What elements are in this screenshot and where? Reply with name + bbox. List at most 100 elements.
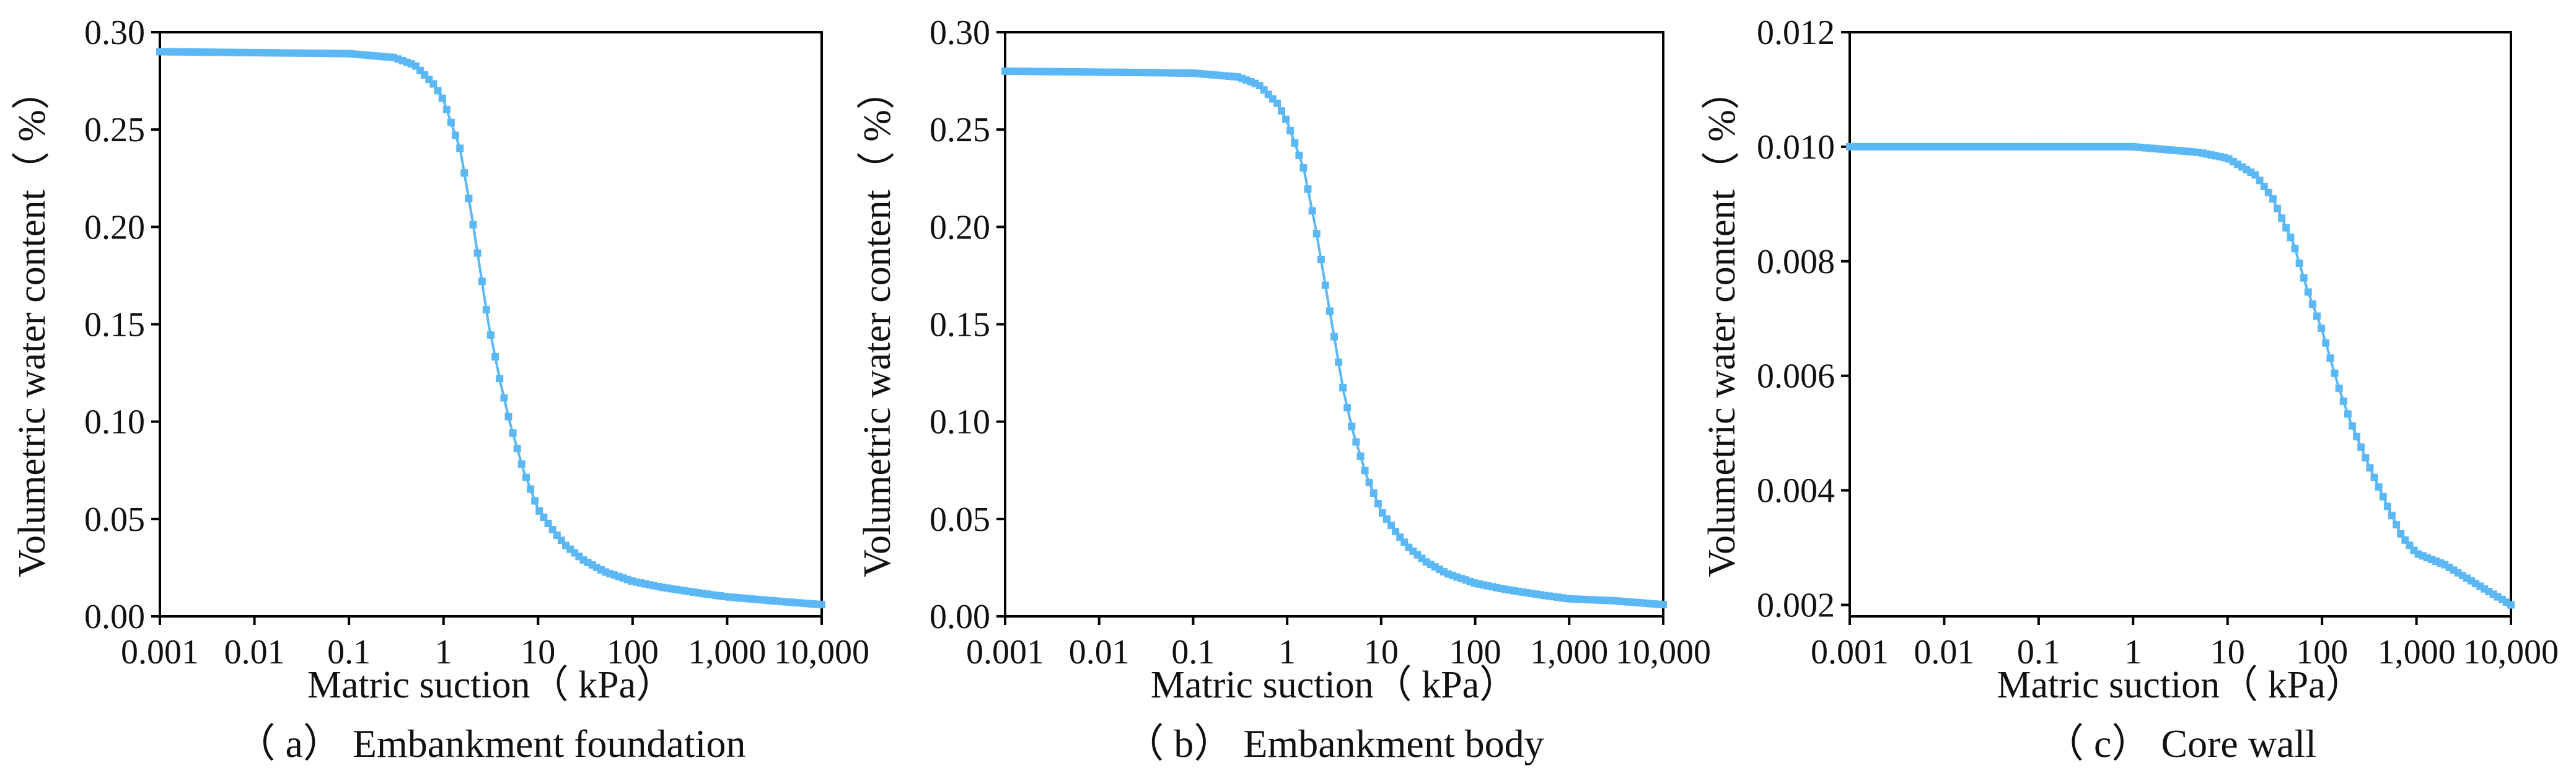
data-point-marker <box>469 221 477 229</box>
data-point-marker <box>1348 422 1356 431</box>
data-point-marker <box>513 445 521 453</box>
data-point-marker <box>2370 473 2378 481</box>
panel-core-wall: 0.001 0.01 0.1 1 10 100 1,000 10,000 0.002 0.004 0… <box>1701 14 2559 766</box>
data-point-marker <box>1361 466 1369 474</box>
data-point-marker <box>2300 274 2308 282</box>
data-point-marker <box>1317 256 1325 263</box>
series-line <box>1850 145 2512 606</box>
data-point-marker <box>1291 139 1299 147</box>
data-point-marker <box>2375 483 2383 491</box>
y-tick-label: 0.15 <box>930 306 990 344</box>
data-point-marker <box>1304 185 1312 193</box>
y-axis-title: Volumetric water content（ %） <box>856 71 899 577</box>
y-tick-label: 0.15 <box>84 306 145 344</box>
x-tick-label: 0.01 <box>1914 633 1974 671</box>
y-tick-label: 0.00 <box>84 598 145 636</box>
data-point-marker <box>1374 500 1382 508</box>
y-axis-title: Volumetric water content（ %） <box>1701 71 1743 577</box>
data-point-marker <box>818 601 825 609</box>
data-point-marker <box>478 278 486 286</box>
data-point-marker <box>2278 214 2286 222</box>
plot-frame <box>1004 31 1664 618</box>
y-tick-label: 0.10 <box>84 403 145 442</box>
panel-caption: （ c） Core wall <box>2044 722 2316 766</box>
x-axis-title: Matric suction（ kPa） <box>307 664 674 706</box>
series-line <box>159 50 822 606</box>
data-point-marker <box>2362 454 2370 462</box>
data-point-marker <box>2383 502 2391 510</box>
x-tick-label: 100 <box>2296 633 2348 671</box>
plot-frame <box>1848 31 2512 618</box>
y-tick-label: 0.25 <box>84 111 145 149</box>
data-point-marker <box>500 394 508 402</box>
x-tick-label: 1 <box>1278 633 1296 671</box>
data-point-marker <box>544 520 552 527</box>
data-point-marker <box>1325 307 1334 315</box>
data-point-marker <box>1352 438 1360 446</box>
data-point-marker <box>1659 601 1667 609</box>
data-point-marker <box>1392 528 1400 536</box>
data-point-marker <box>2397 530 2405 538</box>
x-tick-label: 10 <box>1364 633 1399 671</box>
data-point-marker <box>487 331 495 339</box>
data-point-marker <box>540 514 548 521</box>
y-tick-label: 0.00 <box>930 598 990 636</box>
data-point-marker <box>496 375 504 383</box>
x-axis-title: Matric suction（ kPa） <box>1151 664 1518 706</box>
y-axis-title: Volumetric water content（ %） <box>11 71 53 577</box>
data-point-marker <box>482 306 490 314</box>
y-tick-label: 0.30 <box>930 14 990 52</box>
data-point-marker <box>522 473 530 481</box>
data-point-marker <box>2322 339 2330 347</box>
data-point-marker <box>2291 245 2299 253</box>
x-tick-label: 1,000 <box>688 633 766 671</box>
data-point-marker <box>438 94 446 102</box>
x-tick-label: 0.001 <box>1811 633 1889 671</box>
x-tick-label: 10 <box>521 633 555 671</box>
y-tick-label: 0.012 <box>1757 14 1835 52</box>
y-tick-label: 0.05 <box>930 500 990 539</box>
data-point-marker <box>2304 288 2312 296</box>
panel-caption: （ a） Embankment foundation <box>236 722 746 766</box>
plot-frame <box>159 31 823 618</box>
y-tick-label: 0.006 <box>1757 357 1835 396</box>
data-point-marker <box>491 353 499 361</box>
data-point-marker <box>442 105 451 113</box>
data-point-marker <box>1343 404 1352 412</box>
x-tick-label: 10,000 <box>774 633 869 671</box>
data-point-marker <box>1286 126 1295 134</box>
y-tick-label: 0.20 <box>84 208 145 247</box>
data-point-marker <box>2357 443 2365 451</box>
data-point-marker <box>517 460 525 468</box>
x-tick-label: 0.001 <box>121 633 199 671</box>
x-tick-label: 0.01 <box>224 633 285 671</box>
data-point-marker <box>2348 422 2356 430</box>
data-point-marker <box>429 80 437 88</box>
data-point-marker <box>1312 230 1321 238</box>
y-tick-label: 0.10 <box>930 403 990 442</box>
data-point-marker <box>504 413 512 421</box>
panel-caption: （ b） Embankment body <box>1124 722 1544 766</box>
data-point-marker <box>1330 333 1338 341</box>
data-point-marker <box>2256 177 2264 185</box>
x-tick-label: 1 <box>2124 633 2142 671</box>
data-point-marker <box>1378 509 1386 517</box>
data-point-marker <box>2326 354 2334 362</box>
data-point-marker <box>447 118 455 126</box>
data-point-marker <box>2379 492 2387 500</box>
data-point-marker <box>1321 281 1329 289</box>
data-point-marker <box>2344 410 2352 418</box>
y-tick-label: 0.05 <box>84 500 145 539</box>
data-point-marker <box>1335 358 1343 366</box>
data-point-marker <box>1365 479 1373 486</box>
data-point-marker <box>473 249 481 257</box>
data-point-marker <box>1299 164 1308 172</box>
data-point-marker <box>531 497 539 505</box>
y-tick-label: 0.20 <box>930 208 990 247</box>
y-tick-label: 0.25 <box>930 111 990 149</box>
data-point-marker <box>2260 183 2268 191</box>
x-tick-label: 10 <box>2210 633 2245 671</box>
data-point-marker <box>2366 464 2374 472</box>
data-point-marker <box>1273 99 1281 107</box>
data-point-marker <box>2313 312 2321 320</box>
